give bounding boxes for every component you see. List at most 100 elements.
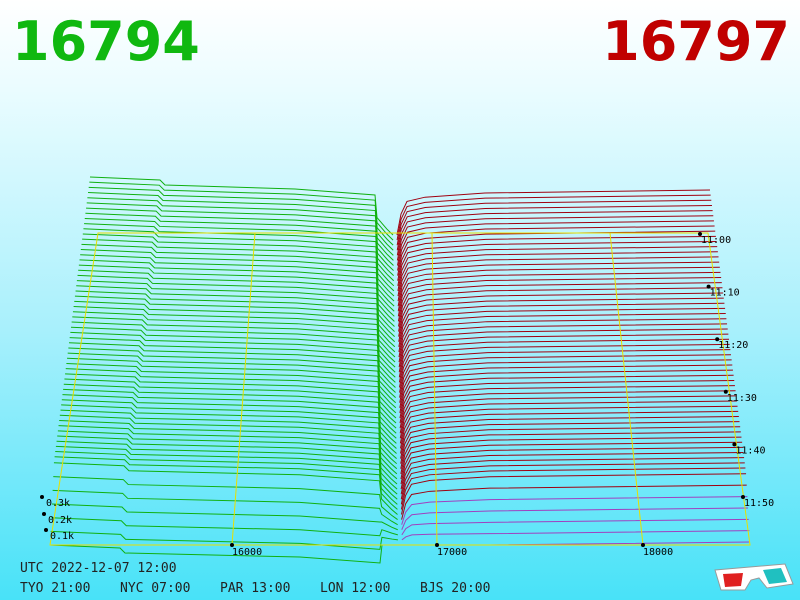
ask-depth-line bbox=[399, 374, 734, 419]
ask-depth-line bbox=[397, 266, 720, 312]
ask-depth-line bbox=[400, 431, 741, 474]
bid-depth-line bbox=[53, 476, 398, 520]
bid-depth-line bbox=[65, 373, 397, 429]
depth-label: 0.2k bbox=[48, 515, 72, 526]
tick-dot bbox=[732, 442, 737, 447]
time-label: 11:00 bbox=[701, 235, 731, 246]
ask-depth-line bbox=[396, 199, 712, 246]
price-label: 18000 bbox=[643, 547, 673, 558]
ask-depth-line bbox=[397, 235, 716, 281]
tick-dot bbox=[44, 528, 48, 532]
bid-depth-line bbox=[82, 238, 395, 297]
depth-label: 0.3k bbox=[46, 498, 70, 509]
ask-depth-line bbox=[398, 343, 730, 388]
ask-depth-line bbox=[397, 240, 717, 286]
bid-depth-line bbox=[66, 362, 397, 419]
bid-depth-line bbox=[76, 285, 396, 343]
ask-depth-line bbox=[397, 246, 718, 291]
time-label: 11:30 bbox=[727, 393, 757, 404]
ask-depth-line bbox=[401, 484, 747, 520]
tick-dot bbox=[641, 543, 645, 547]
bid-depth-line bbox=[51, 517, 398, 537]
ask-depth-line bbox=[398, 287, 723, 332]
ask-depth-line bbox=[399, 385, 735, 429]
time-label: 11:10 bbox=[710, 288, 740, 299]
grid-line bbox=[609, 232, 644, 546]
zone-time: NYC 07:00 bbox=[120, 581, 190, 596]
bid-depth-line bbox=[65, 368, 397, 424]
ask-depth-line bbox=[398, 307, 726, 352]
bid-depth-line bbox=[59, 414, 398, 470]
bid-price: 16794 bbox=[12, 10, 200, 73]
bid-depth-line bbox=[88, 186, 394, 246]
bid-depth-line bbox=[78, 269, 395, 327]
bid-depth-line bbox=[89, 181, 394, 241]
ask-depth-line bbox=[399, 349, 731, 393]
bid-depth-line bbox=[82, 233, 395, 292]
bid-depth-line bbox=[84, 223, 395, 282]
ask-depth-line bbox=[398, 292, 724, 337]
ask-depth-line bbox=[399, 359, 732, 403]
ask-depth-line bbox=[401, 518, 749, 536]
ask-depth-line bbox=[401, 507, 749, 530]
ask-depth-line bbox=[396, 194, 711, 241]
ask-depth-line bbox=[398, 328, 728, 373]
bid-depth-line bbox=[81, 243, 395, 302]
ask-depth-line bbox=[397, 220, 714, 266]
cyan-lens bbox=[763, 568, 787, 584]
time-label: 11:50 bbox=[744, 498, 774, 509]
ask-depth-line bbox=[397, 277, 722, 322]
bid-depth-line bbox=[50, 530, 398, 550]
bid-depth-line bbox=[52, 489, 398, 526]
ask-depth-line bbox=[398, 338, 730, 383]
ask-depth-line bbox=[400, 415, 739, 459]
axis-labels: 16000 17000 18000 0.3k 0.2k 0.1k 11:00 11:10 11:… bbox=[40, 232, 774, 558]
ask-depth-line bbox=[400, 426, 741, 469]
bid-depth-line bbox=[60, 409, 398, 465]
tick-dot bbox=[42, 512, 46, 516]
bid-depth-line bbox=[88, 192, 394, 251]
zone-time: BJS 20:00 bbox=[420, 581, 490, 596]
tick-dot bbox=[723, 389, 728, 394]
ask-depth-line bbox=[398, 318, 727, 363]
ask-depth-line bbox=[400, 462, 745, 505]
ask-depth-line bbox=[400, 410, 739, 454]
ask-depth-line bbox=[399, 390, 736, 434]
bid-depth-line bbox=[63, 383, 397, 439]
ask-depth-line bbox=[397, 261, 720, 307]
tick-dot bbox=[435, 543, 439, 547]
zone-time: LON 12:00 bbox=[320, 581, 390, 596]
bid-depth-line bbox=[58, 425, 398, 480]
bid-depth-line bbox=[86, 207, 394, 266]
bid-depth-line bbox=[75, 290, 396, 348]
tick-dot bbox=[40, 495, 44, 499]
ask-depth-line bbox=[399, 369, 733, 413]
bid-depth-line bbox=[71, 321, 396, 378]
tick-dot bbox=[715, 337, 720, 342]
bid-depth-line bbox=[55, 451, 398, 505]
grid-line bbox=[431, 232, 438, 546]
ask-depth-line bbox=[399, 364, 733, 408]
time-label: 11:40 bbox=[735, 445, 765, 456]
bid-depth-line bbox=[68, 342, 396, 398]
red-lens bbox=[723, 573, 743, 587]
bid-depth-line bbox=[74, 295, 396, 353]
bid-depth-line bbox=[53, 462, 398, 515]
price-label: 17000 bbox=[437, 547, 467, 558]
depth-label: 0.1k bbox=[50, 531, 74, 542]
ask-depth-line bbox=[399, 379, 735, 424]
ask-depth-line bbox=[396, 189, 711, 236]
bid-depth-line bbox=[89, 176, 394, 236]
bid-depth-line bbox=[77, 274, 395, 332]
bid-depth-line bbox=[61, 399, 397, 454]
ask-depth-line bbox=[399, 354, 731, 398]
bid-depth-line bbox=[57, 430, 398, 485]
ask-depth-line bbox=[398, 333, 729, 378]
ask-depth-line bbox=[400, 421, 740, 464]
ask-depth-line bbox=[400, 467, 746, 510]
price-label: 16000 bbox=[232, 547, 262, 558]
ask-depth-line bbox=[401, 473, 747, 515]
bid-depth-line bbox=[56, 440, 398, 495]
ask-depth-line bbox=[396, 210, 713, 256]
